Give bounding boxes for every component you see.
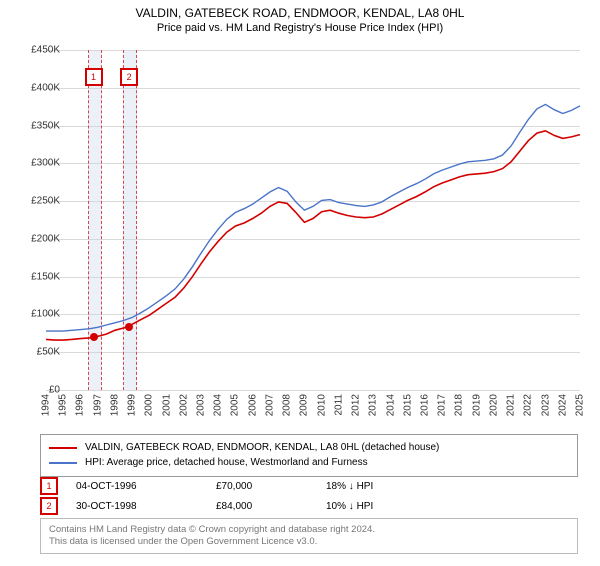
x-axis-labels: 1994199519961997199819992000200120022003… — [46, 390, 580, 430]
footer-line: This data is licensed under the Open Gov… — [49, 536, 569, 548]
legend-item: VALDIN, GATEBECK ROAD, ENDMOOR, KENDAL, … — [49, 440, 569, 455]
chart-title: VALDIN, GATEBECK ROAD, ENDMOOR, KENDAL, … — [0, 6, 600, 20]
legend-label: VALDIN, GATEBECK ROAD, ENDMOOR, KENDAL, … — [85, 442, 439, 453]
transaction-row: 1 04-OCT-1996 £70,000 18% ↓ HPI — [40, 476, 560, 496]
transaction-index-box: 2 — [40, 497, 58, 515]
transactions-list: 1 04-OCT-1996 £70,000 18% ↓ HPI 2 30-OCT… — [40, 476, 560, 516]
footer-line: Contains HM Land Registry data © Crown c… — [49, 524, 569, 536]
transaction-date: 30-OCT-1998 — [76, 501, 216, 512]
transaction-price: £70,000 — [216, 481, 326, 492]
legend: VALDIN, GATEBECK ROAD, ENDMOOR, KENDAL, … — [40, 434, 578, 477]
transaction-date: 04-OCT-1996 — [76, 481, 216, 492]
legend-swatch — [49, 462, 77, 464]
transaction-row: 2 30-OCT-1998 £84,000 10% ↓ HPI — [40, 496, 560, 516]
line-series-layer — [46, 50, 580, 390]
transaction-delta: 10% ↓ HPI — [326, 501, 446, 512]
footer-attribution: Contains HM Land Registry data © Crown c… — [40, 518, 578, 554]
chart-container: VALDIN, GATEBECK ROAD, ENDMOOR, KENDAL, … — [0, 6, 600, 566]
legend-label: HPI: Average price, detached house, West… — [85, 457, 368, 468]
chart-subtitle: Price paid vs. HM Land Registry's House … — [0, 22, 600, 34]
legend-swatch — [49, 447, 77, 449]
transaction-index-box: 1 — [40, 477, 58, 495]
legend-item: HPI: Average price, detached house, West… — [49, 455, 569, 470]
transaction-price: £84,000 — [216, 501, 326, 512]
transaction-delta: 18% ↓ HPI — [326, 481, 446, 492]
